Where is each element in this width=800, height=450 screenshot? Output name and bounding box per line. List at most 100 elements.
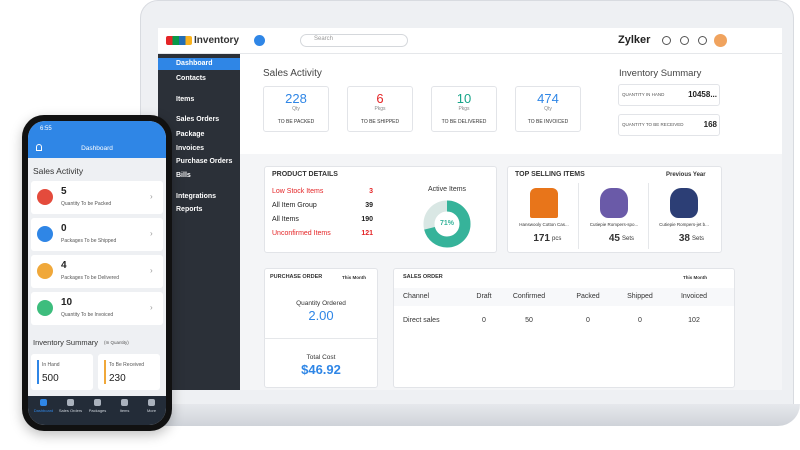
top-icon[interactable]: [698, 36, 707, 45]
nav-item[interactable]: Sales Orders: [176, 116, 220, 123]
bell[interactable]: [36, 144, 42, 151]
laptop-base: [120, 404, 800, 426]
activity-row[interactable]: [31, 218, 163, 251]
item-unit: pcs: [552, 236, 562, 242]
section-title: Inventory Summary: [619, 68, 702, 79]
summary-row: [618, 84, 720, 106]
summary-card: [31, 354, 93, 390]
column-header: Packed: [576, 293, 600, 300]
activity-row[interactable]: [31, 181, 163, 214]
card-label: TO BE INVOICED: [527, 119, 569, 125]
tab-label[interactable]: Packages: [88, 408, 107, 413]
top-icon[interactable]: [680, 36, 689, 45]
card-value: 474: [537, 91, 559, 106]
po-qty: 2.00: [308, 308, 334, 323]
panel-title: PRODUCT DETAILS: [272, 171, 338, 178]
activity-card[interactable]: [347, 86, 413, 132]
divider: [264, 338, 378, 339]
add-button[interactable]: [254, 35, 265, 46]
tab-icon[interactable]: [40, 399, 47, 406]
activity-row[interactable]: [31, 255, 163, 288]
summary-label: QUANTITY TO BE RECEIVED: [622, 122, 684, 127]
nav-item[interactable]: Dashboard: [176, 60, 213, 67]
summary-card: [98, 354, 160, 390]
detail-label[interactable]: Low Stock Items: [272, 188, 324, 195]
detail-label[interactable]: Unconfirmed Items: [272, 230, 331, 237]
period-select[interactable]: This Month: [342, 275, 366, 280]
tab-icon[interactable]: [94, 399, 101, 406]
header-title: Dashboard: [81, 145, 113, 152]
nav-item[interactable]: Integrations: [176, 193, 217, 200]
summary-label: To Be Received: [109, 362, 145, 368]
card-label: TO BE SHIPPED: [360, 119, 400, 125]
table-cell: 0: [586, 317, 590, 324]
tab-label[interactable]: Dashboard: [33, 408, 54, 413]
row-value: 5: [61, 186, 67, 197]
avatar[interactable]: [714, 34, 727, 47]
table-cell: 102: [688, 317, 700, 324]
nav-item[interactable]: Package: [176, 131, 205, 138]
row-icon: [37, 226, 53, 242]
activity-row[interactable]: [31, 292, 163, 325]
summary-value: 230: [109, 373, 126, 384]
tab-icon[interactable]: [121, 399, 128, 406]
nav-item[interactable]: Invoices: [176, 145, 205, 152]
item-unit: Sets: [622, 236, 635, 242]
panel-title: PURCHASE ORDER: [270, 274, 323, 280]
donut-label: 71%: [439, 220, 454, 227]
card-label: TO BE PACKED: [277, 119, 315, 125]
row-label: Quantity To be Packed: [61, 201, 112, 207]
activity-card[interactable]: [515, 86, 581, 132]
activity-card[interactable]: [263, 86, 329, 132]
summary-value: 168: [703, 120, 717, 129]
row-value: 4: [61, 260, 67, 271]
nav-item[interactable]: Purchase Orders: [176, 158, 233, 165]
po-qty-label: Quantity Ordered: [296, 300, 346, 307]
period-select[interactable]: Previous Year: [666, 172, 706, 178]
top-icon[interactable]: [662, 36, 671, 45]
detail-value: 39: [365, 202, 373, 209]
card-value: 228: [285, 91, 307, 106]
row-value: 0: [61, 223, 67, 234]
nav-item[interactable]: Contacts: [176, 75, 206, 82]
accent: [104, 360, 106, 384]
donut: [423, 200, 471, 248]
period-select[interactable]: This Month: [683, 275, 707, 280]
tab-label[interactable]: More: [146, 408, 157, 413]
section-title: Sales Activity: [263, 68, 322, 79]
nav-item[interactable]: Bills: [176, 172, 191, 179]
row-label: Packages To be Delivered: [61, 275, 119, 281]
detail-label[interactable]: All Items: [272, 216, 299, 223]
logo: [166, 36, 192, 45]
panel: [393, 268, 735, 388]
tab-label[interactable]: Sales Orders: [58, 408, 83, 413]
item-image: [530, 188, 558, 218]
nav-item[interactable]: Reports: [176, 206, 203, 213]
column-header: Channel: [403, 293, 430, 300]
card-unit: Qty: [292, 106, 300, 112]
card-unit: Pkgs: [374, 106, 386, 112]
row-icon: [37, 263, 53, 279]
card-value: 6: [376, 91, 384, 106]
activity-card[interactable]: [431, 86, 497, 132]
table-head-bg: [394, 288, 734, 306]
tab-label[interactable]: Items: [119, 408, 130, 413]
summary-label: In Hand: [42, 362, 60, 368]
table-cell: 50: [525, 317, 533, 324]
org-name[interactable]: Zylker: [618, 34, 651, 46]
detail-label[interactable]: All Item Group: [272, 202, 317, 209]
item-image: [670, 188, 698, 218]
panel: [264, 268, 378, 388]
tab-icon[interactable]: [67, 399, 74, 406]
column-header: Invoiced: [680, 293, 708, 300]
chevron: ›: [150, 229, 153, 238]
search-box[interactable]: [300, 34, 408, 47]
row-icon: [37, 300, 53, 316]
card-unit: Pkgs: [458, 106, 470, 112]
item-qty: 38: [678, 233, 690, 244]
chevron: ›: [150, 303, 153, 312]
tab-icon[interactable]: [148, 399, 155, 406]
nav-item[interactable]: Items: [176, 96, 195, 103]
status-time: 6:55: [40, 126, 52, 132]
